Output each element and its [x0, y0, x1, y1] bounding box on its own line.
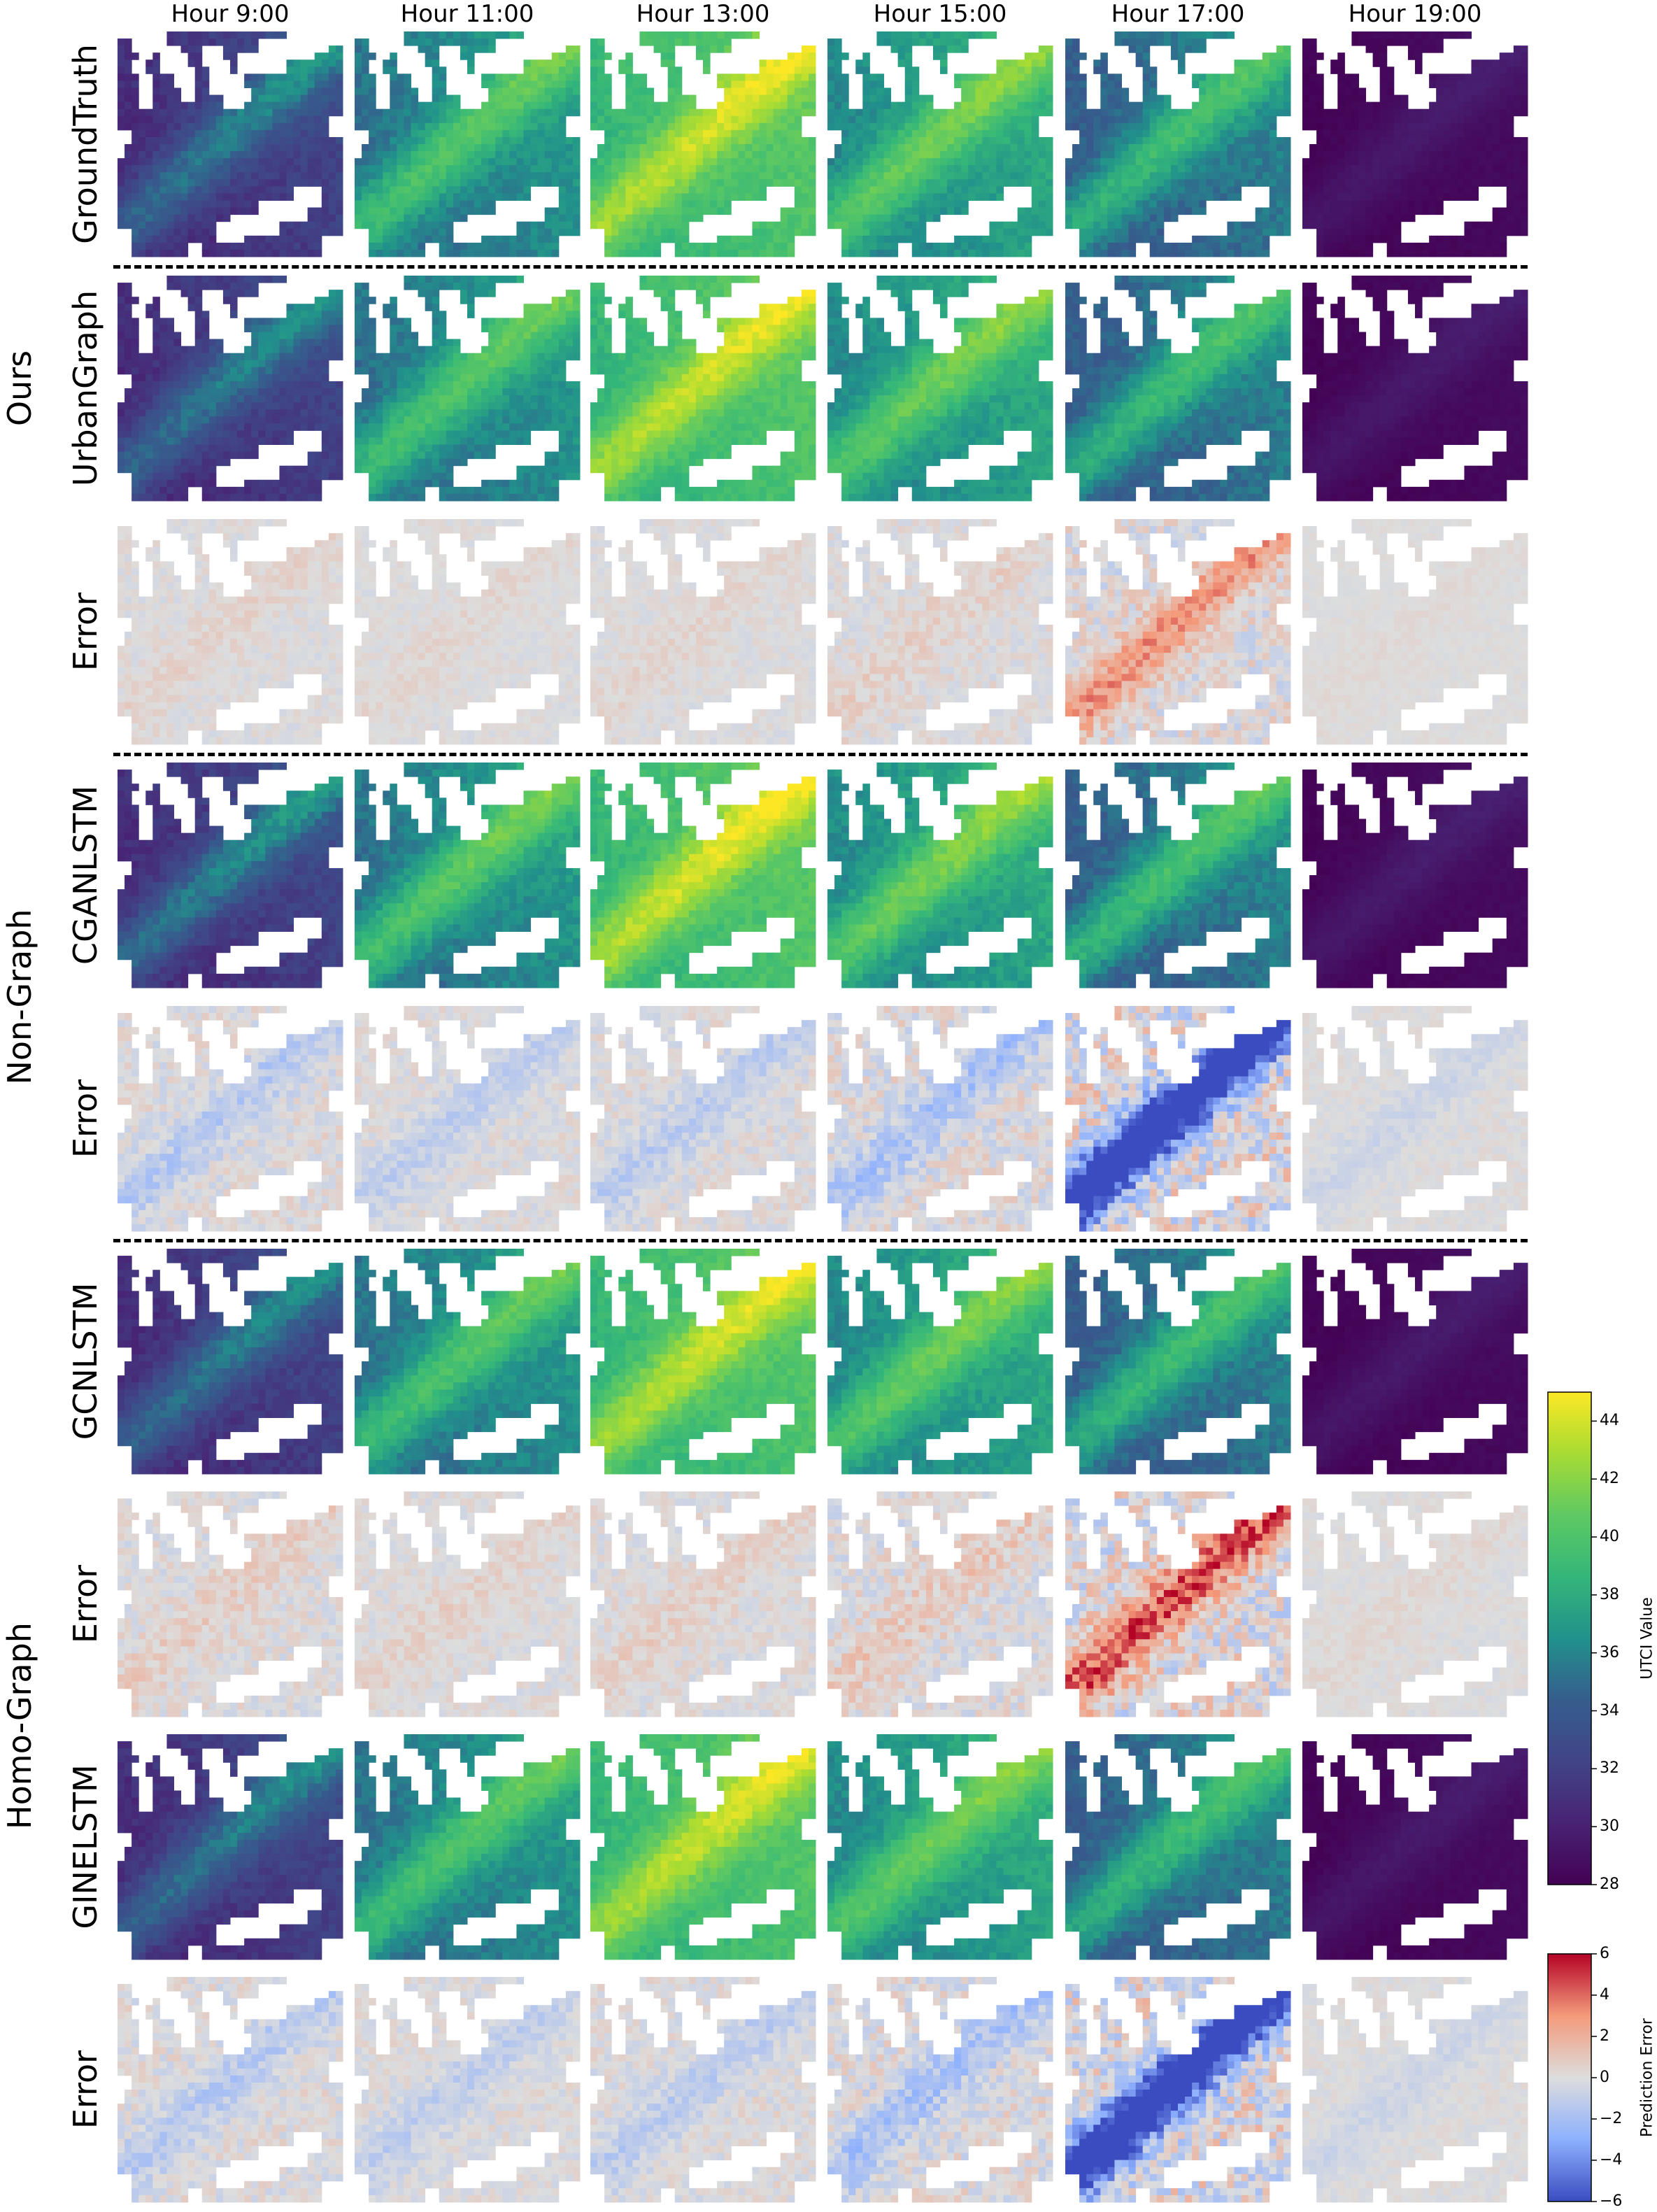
colorbar-tick-label: 44 [1600, 1413, 1619, 1428]
heatmap-panel-r8-c0 [118, 1977, 343, 2203]
row-label: Error [66, 2050, 104, 2129]
heatmap-panel-r0-c3 [827, 31, 1053, 257]
heatmap-panel-r5-c0 [118, 1249, 343, 1475]
group-label: Ours [1, 350, 38, 425]
heatmap-panel-r3-c3 [827, 763, 1053, 988]
colorbar [1547, 1391, 1592, 1885]
column-title: Hour 17:00 [1066, 0, 1290, 28]
colorbar [1547, 1953, 1592, 2202]
heatmap-panel-r6-c4 [1065, 1491, 1291, 1717]
colorbar-tick-label: 30 [1600, 1819, 1619, 1834]
colorbar-tick-label: 42 [1600, 1471, 1619, 1487]
heatmap-panel-r3-c2 [590, 763, 816, 988]
colorbar-tick-label: 40 [1600, 1529, 1619, 1545]
heatmap-panel-r4-c1 [355, 1006, 581, 1232]
heatmap-panel-r1-c3 [827, 276, 1053, 502]
column-title: Hour 9:00 [118, 0, 342, 28]
heatmap-panel-r6-c2 [590, 1491, 816, 1717]
colorbar-tick-label: −6 [1600, 2194, 1622, 2209]
heatmap-panel-r1-c4 [1065, 276, 1291, 502]
group-separator [113, 1239, 1528, 1242]
heatmap-panel-r6-c1 [355, 1491, 581, 1717]
heatmap-panel-r2-c1 [355, 519, 581, 745]
colorbar-tick-label: 36 [1600, 1645, 1619, 1661]
heatmap-panel-r7-c0 [118, 1734, 343, 1960]
heatmap-panel-r0-c4 [1065, 31, 1291, 257]
heatmap-panel-r4-c0 [118, 1006, 343, 1232]
heatmap-panel-r5-c3 [827, 1249, 1053, 1475]
row-label: GCNLSTM [66, 1283, 104, 1440]
heatmap-panel-r6-c3 [827, 1491, 1053, 1717]
heatmap-panel-r2-c0 [118, 519, 343, 745]
heatmap-panel-r1-c1 [355, 276, 581, 502]
colorbar-tick-label: 38 [1600, 1587, 1619, 1603]
colorbar-label: UTCI Value [1639, 1597, 1656, 1680]
heatmap-panel-r3-c5 [1302, 763, 1528, 988]
row-label: Error [66, 1079, 104, 1158]
column-title: Hour 13:00 [591, 0, 815, 28]
colorbar-tick-label: −4 [1600, 2153, 1622, 2168]
row-label: UrbanGraph [66, 290, 104, 486]
column-title: Hour 15:00 [828, 0, 1052, 28]
column-title: Hour 11:00 [355, 0, 579, 28]
colorbar-tick-label: 0 [1600, 2070, 1609, 2085]
heatmap-panel-r5-c5 [1302, 1249, 1528, 1475]
heatmap-panel-r2-c5 [1302, 519, 1528, 745]
heatmap-panel-r3-c0 [118, 763, 343, 988]
heatmap-panel-r8-c2 [590, 1977, 816, 2203]
heatmap-panel-r8-c3 [827, 1977, 1053, 2203]
group-label: Non-Graph [1, 909, 38, 1084]
heatmap-panel-r0-c5 [1302, 31, 1528, 257]
heatmap-panel-r3-c4 [1065, 763, 1291, 988]
heatmap-panel-r8-c5 [1302, 1977, 1528, 2203]
heatmap-panel-r7-c4 [1065, 1734, 1291, 1960]
heatmap-panel-r8-c1 [355, 1977, 581, 2203]
row-label: Error [66, 593, 104, 671]
colorbar-tick-label: 6 [1600, 1946, 1609, 1962]
heatmap-panel-r0-c0 [118, 31, 343, 257]
group-separator [113, 753, 1528, 756]
heatmap-panel-r5-c4 [1065, 1249, 1291, 1475]
heatmap-panel-r7-c3 [827, 1734, 1053, 1960]
heatmap-panel-r1-c2 [590, 276, 816, 502]
heatmap-panel-r2-c2 [590, 519, 816, 745]
heatmap-panel-r1-c0 [118, 276, 343, 502]
row-label: Error [66, 1565, 104, 1643]
heatmap-panel-r6-c0 [118, 1491, 343, 1717]
heatmap-panel-r7-c5 [1302, 1734, 1528, 1960]
heatmap-panel-r4-c3 [827, 1006, 1053, 1232]
heatmap-panel-r0-c2 [590, 31, 816, 257]
colorbar-tick-label: 32 [1600, 1761, 1619, 1776]
column-title: Hour 19:00 [1303, 0, 1527, 28]
heatmap-panel-r4-c4 [1065, 1006, 1291, 1232]
heatmap-panel-r4-c2 [590, 1006, 816, 1232]
row-label: CGANLSTM [66, 786, 104, 965]
group-label: Homo-Graph [1, 1622, 38, 1829]
colorbar-label: Prediction Error [1639, 2018, 1656, 2137]
heatmap-panel-r5-c1 [355, 1249, 581, 1475]
heatmap-panel-r5-c2 [590, 1249, 816, 1475]
heatmap-panel-r7-c1 [355, 1734, 581, 1960]
heatmap-panel-r0-c1 [355, 31, 581, 257]
heatmap-panel-r6-c5 [1302, 1491, 1528, 1717]
heatmap-panel-r4-c5 [1302, 1006, 1528, 1232]
heatmap-panel-r3-c1 [355, 763, 581, 988]
heatmap-panel-r8-c4 [1065, 1977, 1291, 2203]
row-label: GroundTruth [66, 44, 104, 244]
colorbar-tick-label: 28 [1600, 1877, 1619, 1892]
heatmap-panel-r1-c5 [1302, 276, 1528, 502]
heatmap-panel-r7-c2 [590, 1734, 816, 1960]
colorbar-tick-label: 4 [1600, 1987, 1609, 2003]
heatmap-panel-r2-c4 [1065, 519, 1291, 745]
colorbar-tick-label: 34 [1600, 1703, 1619, 1719]
heatmap-panel-r2-c3 [827, 519, 1053, 745]
colorbar-tick-label: −2 [1600, 2111, 1622, 2127]
group-separator [113, 265, 1528, 269]
colorbar-tick-label: 2 [1600, 2029, 1609, 2044]
row-label: GINELSTM [66, 1764, 104, 1929]
